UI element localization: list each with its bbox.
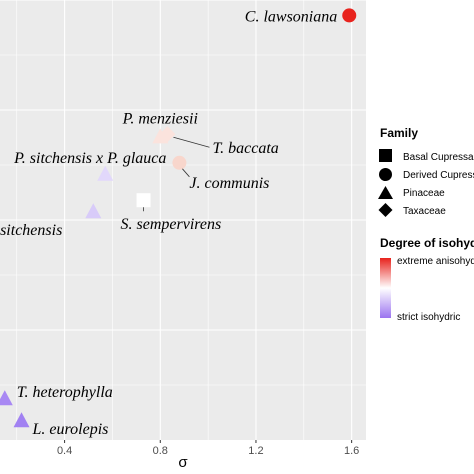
grid-lines: [0, 0, 366, 440]
legend-label-taxaceae: Taxaceae: [403, 206, 446, 217]
family-legend: Family Basal Cupressaceae Derived Cupres…: [378, 126, 474, 217]
point-label: P. sitchensis: [0, 222, 62, 239]
point-label: S. sempervirens: [121, 216, 222, 233]
family-legend-title: Family: [380, 126, 418, 140]
point-label: P. menziesii: [122, 110, 198, 127]
legend-circle-icon: [379, 168, 392, 181]
data-points: [0, 8, 357, 428]
label-leader-line: [173, 136, 210, 148]
x-axis-ticks: 0.4 0.8 1.2 1.6: [57, 440, 359, 457]
point-triangle: [85, 203, 102, 219]
isohydry-gradient-bar: [380, 258, 391, 318]
point-square: [136, 193, 151, 208]
point-circle: [172, 155, 187, 170]
isohydry-legend-title: Degree of isohydry: [380, 236, 474, 250]
legend-label-derived: Derived Cupressaceae: [403, 170, 474, 181]
point-circle: [342, 8, 357, 23]
x-tick-label: 0.4: [57, 445, 72, 457]
point-label: C. lawsoniana: [245, 8, 337, 25]
isohydry-bottom-label: strict isohydric: [397, 312, 460, 323]
isohydry-top-label: extreme anisohydric: [397, 256, 474, 267]
legend-label-pinaceae: Pinaceae: [403, 188, 445, 199]
isohydry-legend: Degree of isohydry extreme anisohydric s…: [380, 236, 474, 323]
point-triangle: [152, 128, 169, 144]
point-labels: C. lawsoniana P. menziesii T. baccata J. co…: [0, 8, 337, 438]
legend-square-icon: [379, 149, 392, 162]
point-label: L. eurolepis: [32, 421, 109, 438]
point-label: P. sitchensis x P. glauca: [13, 150, 166, 167]
point-triangle: [97, 165, 114, 181]
legend-diamond-icon: [378, 203, 393, 217]
point-label: J. communis: [189, 175, 269, 192]
x-tick-label: 1.6: [344, 445, 359, 457]
label-leader-line: [182, 168, 190, 178]
point-label: T. baccata: [212, 140, 278, 157]
point-diamond: [159, 126, 176, 143]
x-axis-title: σ: [178, 454, 188, 471]
x-tick-label: 0.8: [153, 445, 168, 457]
point-triangle: [0, 390, 13, 406]
x-tick-label: 1.2: [248, 445, 263, 457]
legend-triangle-icon: [378, 186, 393, 199]
point-triangle: [13, 412, 30, 428]
legend-label-basal: Basal Cupressaceae: [403, 152, 474, 163]
point-label: T. heterophylla: [17, 384, 113, 401]
